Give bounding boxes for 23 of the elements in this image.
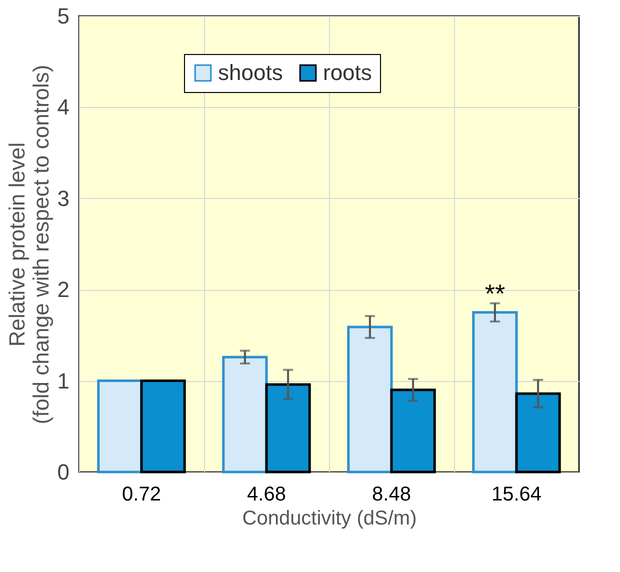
bar (140, 380, 186, 474)
y-tick-label: 3 (57, 186, 70, 211)
y-tick-label: 5 (57, 4, 70, 28)
legend-label: roots (323, 60, 372, 85)
x-tick-label: 0.72 (122, 484, 161, 506)
y-tick-label: 2 (57, 277, 70, 302)
bar (472, 311, 518, 474)
x-axis-title: Conductivity (dS/m) (242, 508, 417, 530)
bar (390, 388, 436, 474)
y-axis-title: Relative protein level (fold change with respect to controls) (4, 64, 54, 424)
legend-label: shoots (218, 60, 283, 85)
y-tick-label: 1 (57, 368, 70, 394)
x-tick-label: 8.48 (372, 484, 411, 506)
y-tick-label: 4 (57, 94, 70, 120)
x-tick-label: 4.68 (247, 484, 286, 506)
bar (347, 326, 393, 474)
bar (515, 392, 561, 474)
y-tick-label: 0 (57, 460, 70, 484)
bar (222, 356, 268, 474)
bar (265, 383, 311, 474)
bar (97, 380, 143, 474)
x-tick-label: 15.64 (491, 484, 542, 506)
annotation: ** (484, 278, 506, 308)
